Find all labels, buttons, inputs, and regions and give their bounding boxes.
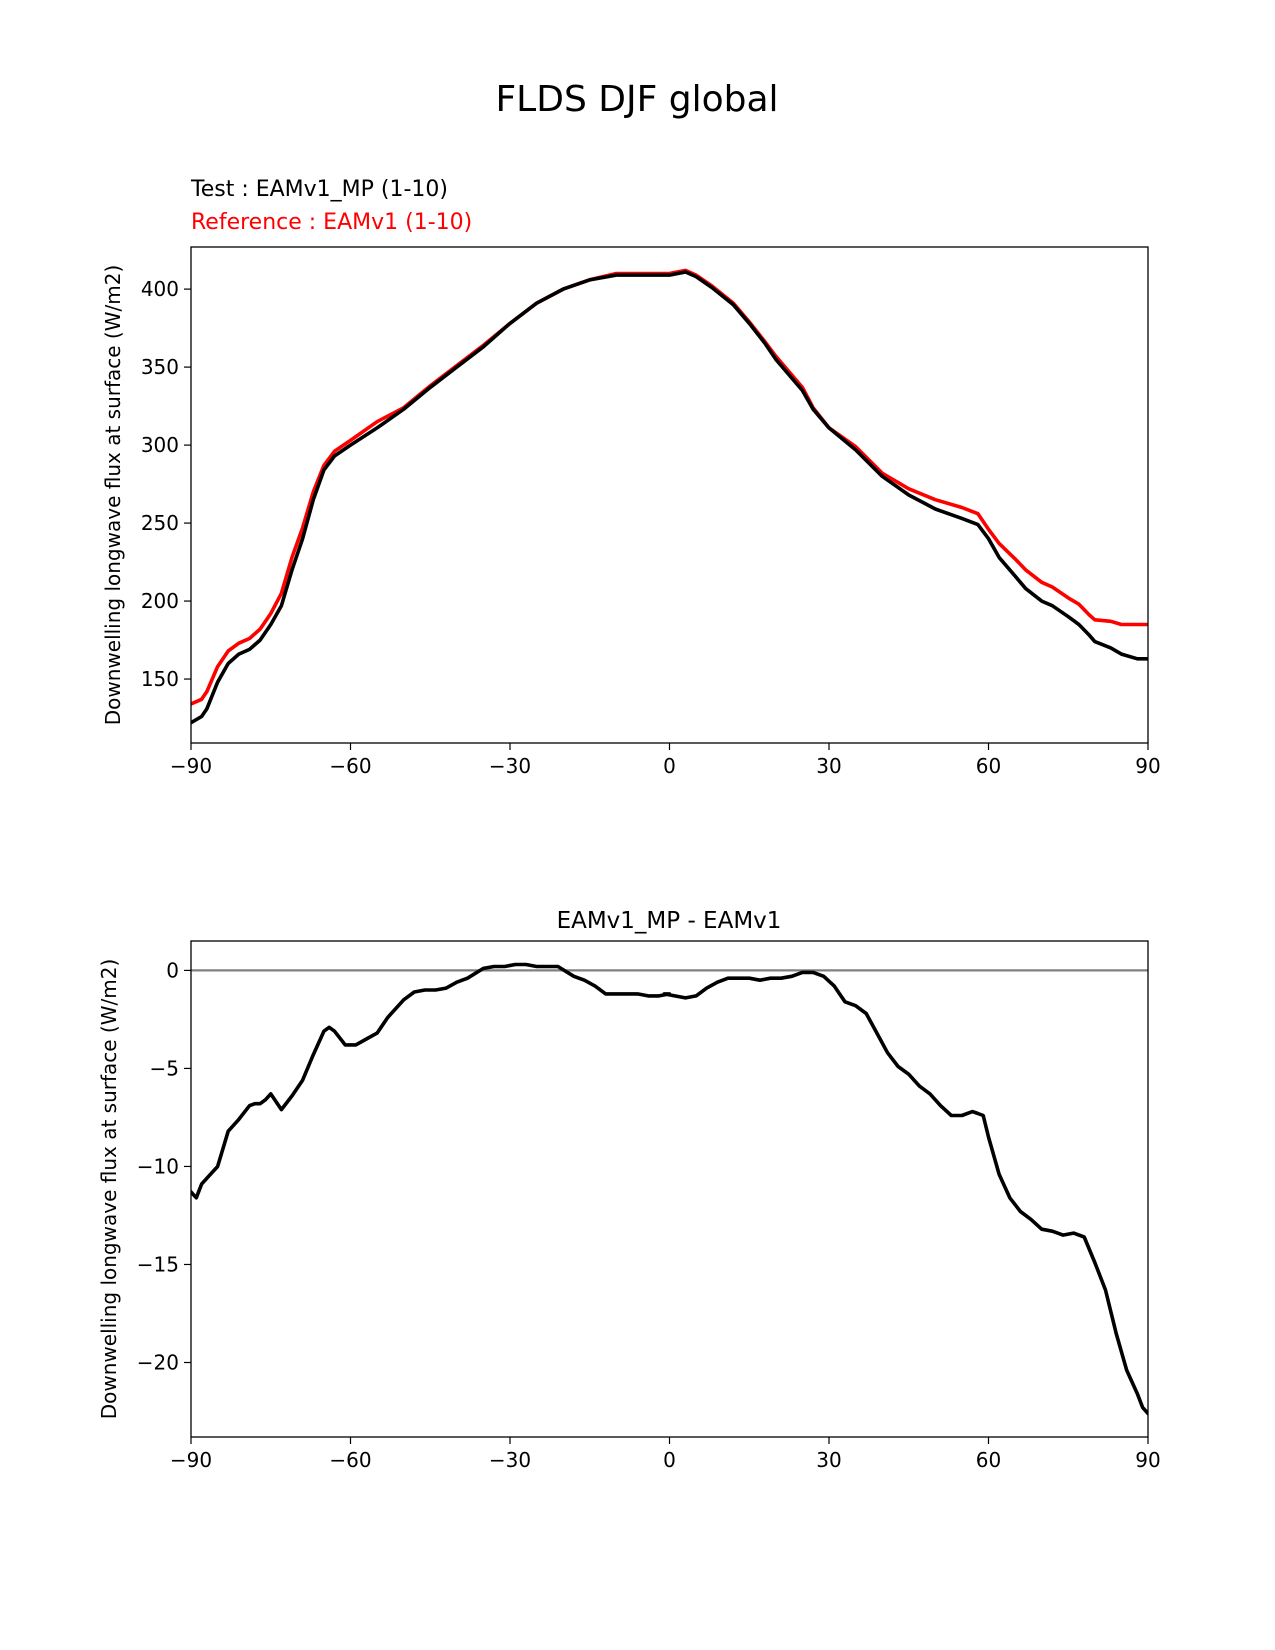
x-tick-label: 90 xyxy=(1135,754,1160,778)
x-tick-label: 90 xyxy=(1135,1448,1160,1472)
x-tick-label: 30 xyxy=(816,1448,841,1472)
x-tick-label: −90 xyxy=(170,754,212,778)
x-tick-label: 0 xyxy=(663,1448,676,1472)
x-tick-label: −30 xyxy=(489,1448,531,1472)
y-tick-label: 150 xyxy=(141,667,179,691)
top-plot-frame xyxy=(190,246,1149,744)
bottom-panel: −90 −60 −30 0 30 60 90 0 −5 −10 −15 −20 Downwelling… xyxy=(97,940,1161,1472)
y-tick-label: 200 xyxy=(141,589,179,613)
top-y-axis-label: Downwelling longwave flux at surface (W/… xyxy=(101,265,125,726)
y-tick-label: −10 xyxy=(137,1154,179,1178)
difference-line xyxy=(191,962,1148,1416)
x-tick-label: 60 xyxy=(976,1448,1001,1472)
y-tick-label: 300 xyxy=(141,433,179,457)
test-series-line xyxy=(191,270,1148,725)
x-tick-label: 60 xyxy=(976,754,1001,778)
y-tick-label: 0 xyxy=(166,958,179,982)
x-tick-label: −90 xyxy=(170,1448,212,1472)
x-tick-label: 0 xyxy=(663,754,676,778)
x-tick-label: 30 xyxy=(816,754,841,778)
top-panel: −90 −60 −30 0 30 60 90 150 200 250 300 350 400 Downw… xyxy=(101,246,1161,778)
reference-series-line xyxy=(191,268,1148,706)
y-tick-label: 350 xyxy=(141,355,179,379)
x-tick-label: −60 xyxy=(329,754,371,778)
y-tick-label: 250 xyxy=(141,511,179,535)
test-label: Test : EAMv1_MP (1-10) xyxy=(190,177,448,202)
bottom-panel-title: EAMv1_MP - EAMv1 xyxy=(557,908,782,934)
bottom-y-axis-label: Downwelling longwave flux at surface (W/… xyxy=(97,959,121,1420)
x-tick-label: −60 xyxy=(329,1448,371,1472)
y-tick-label: −5 xyxy=(150,1056,179,1080)
y-tick-label: −20 xyxy=(137,1351,179,1375)
y-tick-label: −15 xyxy=(137,1252,179,1276)
x-tick-label: −30 xyxy=(489,754,531,778)
figure-title: FLDS DJF global xyxy=(495,79,778,120)
y-tick-label: 400 xyxy=(141,277,179,301)
reference-label: Reference : EAMv1 (1-10) xyxy=(191,210,472,235)
